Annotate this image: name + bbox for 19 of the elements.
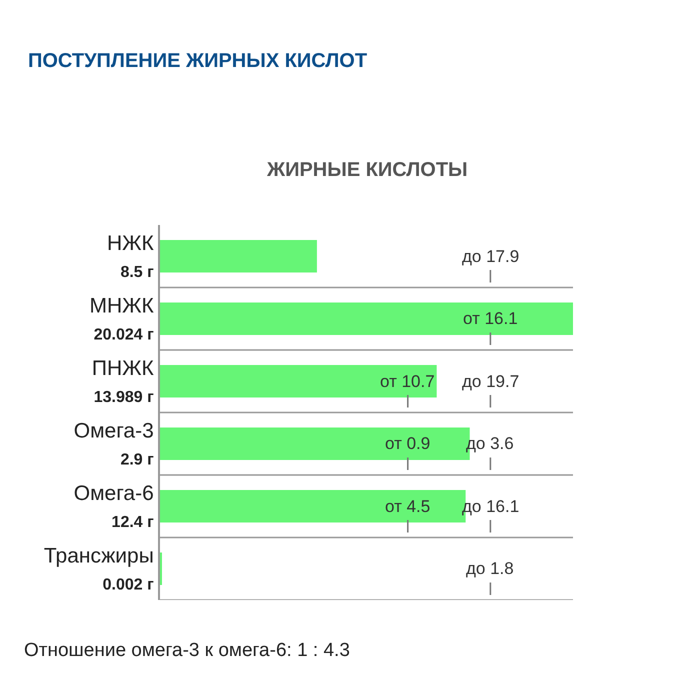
annotation: от 16.1: [463, 309, 518, 328]
y-tick-label: Омега-3 2.9 г: [74, 419, 154, 469]
y-tick-label: Омега-6 12.4 г: [74, 482, 154, 532]
annotation: от 0.9: [385, 434, 430, 453]
y-tick-label: ПНЖК 13.989 г: [92, 356, 155, 406]
annotation: от 4.5: [385, 497, 430, 516]
y-tick-label: Трансжиры 0.002 г: [44, 544, 154, 594]
bar: [160, 365, 437, 398]
bar: [160, 240, 317, 272]
y-tick-label: НЖК 8.5 г: [107, 232, 155, 282]
text: Отношение омега-3 к омега-6: 1 : 4.3: [24, 640, 350, 661]
annotation: до 1.8: [466, 559, 514, 578]
chart-subtitle: ЖИРНЫЕ КИСЛОТЫ: [266, 159, 468, 181]
bar: [160, 302, 573, 335]
annotation: до 19.7: [462, 372, 520, 391]
y-tick-label: МНЖК 20.024 г: [90, 294, 155, 344]
annotation: от 10.7: [380, 372, 435, 391]
chart-title: ПОСТУПЛЕНИЕ ЖИРНЫХ КИСЛОТ: [28, 50, 368, 72]
annotation: до 17.9: [462, 247, 520, 266]
